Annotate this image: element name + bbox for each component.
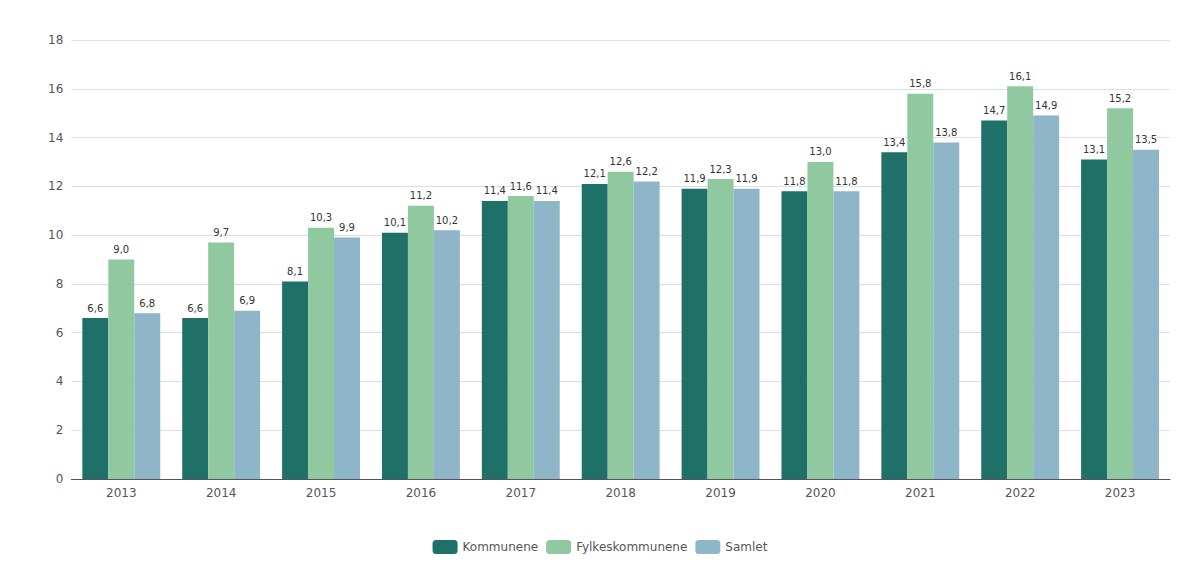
svg-text:12: 12	[48, 179, 63, 193]
svg-text:11,8: 11,8	[783, 176, 805, 187]
svg-text:2017: 2017	[506, 486, 537, 500]
svg-text:2019: 2019	[705, 486, 736, 500]
svg-text:9,9: 9,9	[339, 222, 355, 233]
svg-text:2018: 2018	[605, 486, 636, 500]
svg-text:15,2: 15,2	[1109, 93, 1131, 104]
svg-text:2013: 2013	[106, 486, 137, 500]
svg-text:15,8: 15,8	[909, 78, 931, 89]
svg-text:4: 4	[56, 374, 64, 388]
svg-text:2016: 2016	[406, 486, 437, 500]
svg-text:13,5: 13,5	[1135, 134, 1157, 145]
svg-text:10,1: 10,1	[384, 217, 406, 228]
svg-text:11,9: 11,9	[735, 173, 757, 184]
svg-text:9,0: 9,0	[113, 244, 129, 255]
svg-text:11,4: 11,4	[484, 185, 506, 196]
svg-text:Kommunene: Kommunene	[463, 540, 539, 554]
svg-text:Samlet: Samlet	[725, 540, 767, 554]
svg-text:6,8: 6,8	[139, 298, 155, 309]
svg-text:14,7: 14,7	[983, 105, 1005, 116]
svg-text:11,6: 11,6	[510, 181, 532, 192]
svg-text:2022: 2022	[1005, 486, 1036, 500]
svg-text:18: 18	[48, 33, 63, 47]
svg-text:11,9: 11,9	[683, 173, 705, 184]
svg-text:12,3: 12,3	[709, 164, 731, 175]
svg-text:2015: 2015	[306, 486, 337, 500]
svg-text:10,2: 10,2	[436, 215, 458, 226]
svg-text:Fylkeskommunene: Fylkeskommunene	[576, 540, 687, 554]
svg-text:6,6: 6,6	[187, 303, 203, 314]
svg-text:13,1: 13,1	[1083, 144, 1105, 155]
svg-text:11,2: 11,2	[410, 190, 432, 201]
svg-text:6,6: 6,6	[87, 303, 103, 314]
svg-text:13,8: 13,8	[935, 127, 957, 138]
svg-text:8: 8	[56, 277, 64, 291]
svg-text:16: 16	[48, 82, 63, 96]
svg-text:13,0: 13,0	[809, 146, 831, 157]
svg-text:16,1: 16,1	[1009, 71, 1031, 82]
svg-text:9,7: 9,7	[213, 227, 229, 238]
svg-text:10: 10	[48, 228, 63, 242]
svg-text:12,6: 12,6	[610, 156, 632, 167]
svg-text:13,4: 13,4	[883, 137, 905, 148]
svg-text:2020: 2020	[805, 486, 836, 500]
svg-text:6,9: 6,9	[239, 295, 255, 306]
svg-text:12,1: 12,1	[584, 168, 606, 179]
svg-text:11,4: 11,4	[536, 185, 558, 196]
svg-text:14,9: 14,9	[1035, 100, 1057, 111]
svg-text:2: 2	[56, 423, 64, 437]
svg-text:2014: 2014	[206, 486, 237, 500]
svg-text:2023: 2023	[1105, 486, 1136, 500]
svg-text:11,8: 11,8	[835, 176, 857, 187]
svg-text:10,3: 10,3	[310, 212, 332, 223]
svg-text:14: 14	[48, 131, 63, 145]
svg-text:0: 0	[56, 472, 64, 486]
svg-text:2021: 2021	[905, 486, 936, 500]
svg-text:12,2: 12,2	[636, 166, 658, 177]
svg-text:8,1: 8,1	[287, 266, 303, 277]
svg-text:6: 6	[56, 326, 64, 340]
